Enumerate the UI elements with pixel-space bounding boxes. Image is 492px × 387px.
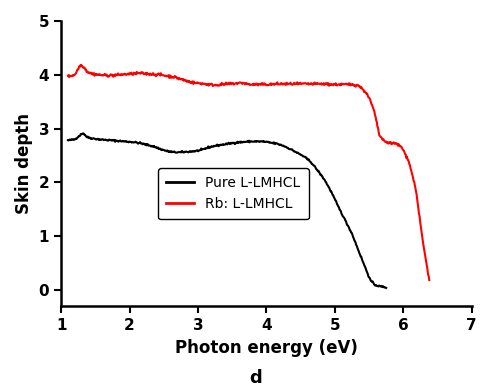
Pure L-LMHCL	[218, 142, 224, 147]
Rb: L-LMHCL: (2.47, 4): L-LMHCL: (2.47, 4)	[158, 73, 164, 77]
Rb: L-LMHCL: (2.04, 4): L-LMHCL: (2.04, 4)	[129, 72, 135, 77]
X-axis label: Photon energy (eV): Photon energy (eV)	[175, 339, 358, 356]
Legend: Pure L-LMHCL, Rb: L-LMHCL: Pure L-LMHCL, Rb: L-LMHCL	[158, 168, 309, 219]
Line: Pure L-LMHCL: Pure L-LMHCL	[68, 134, 386, 288]
Pure L-LMHCL	[238, 140, 244, 145]
Rb: L-LMHCL: (4.63, 3.83): L-LMHCL: (4.63, 3.83)	[307, 82, 313, 87]
Pure L-LMHCL	[80, 131, 86, 136]
Rb: L-LMHCL: (4.22, 3.85): L-LMHCL: (4.22, 3.85)	[278, 81, 284, 86]
Pure L-LMHCL	[255, 139, 261, 144]
Pure L-LMHCL	[217, 143, 223, 148]
Y-axis label: Skin depth: Skin depth	[15, 113, 33, 214]
Line: Rb: L-LMHCL: Rb: L-LMHCL	[68, 65, 429, 280]
Pure L-LMHCL	[327, 186, 333, 190]
Rb: L-LMHCL: (5.08, 3.8): L-LMHCL: (5.08, 3.8)	[338, 83, 343, 87]
Pure L-LMHCL	[65, 138, 71, 142]
Text: d: d	[249, 369, 262, 387]
Rb: L-LMHCL: (1.29, 4.18): L-LMHCL: (1.29, 4.18)	[78, 63, 84, 67]
Rb: L-LMHCL: (6.38, 0.184): L-LMHCL: (6.38, 0.184)	[426, 278, 432, 283]
Pure L-LMHCL	[383, 286, 389, 290]
Rb: L-LMHCL: (1.1, 3.98): L-LMHCL: (1.1, 3.98)	[65, 74, 71, 78]
Rb: L-LMHCL: (3.5, 3.84): L-LMHCL: (3.5, 3.84)	[229, 81, 235, 86]
Pure L-LMHCL	[376, 283, 382, 288]
